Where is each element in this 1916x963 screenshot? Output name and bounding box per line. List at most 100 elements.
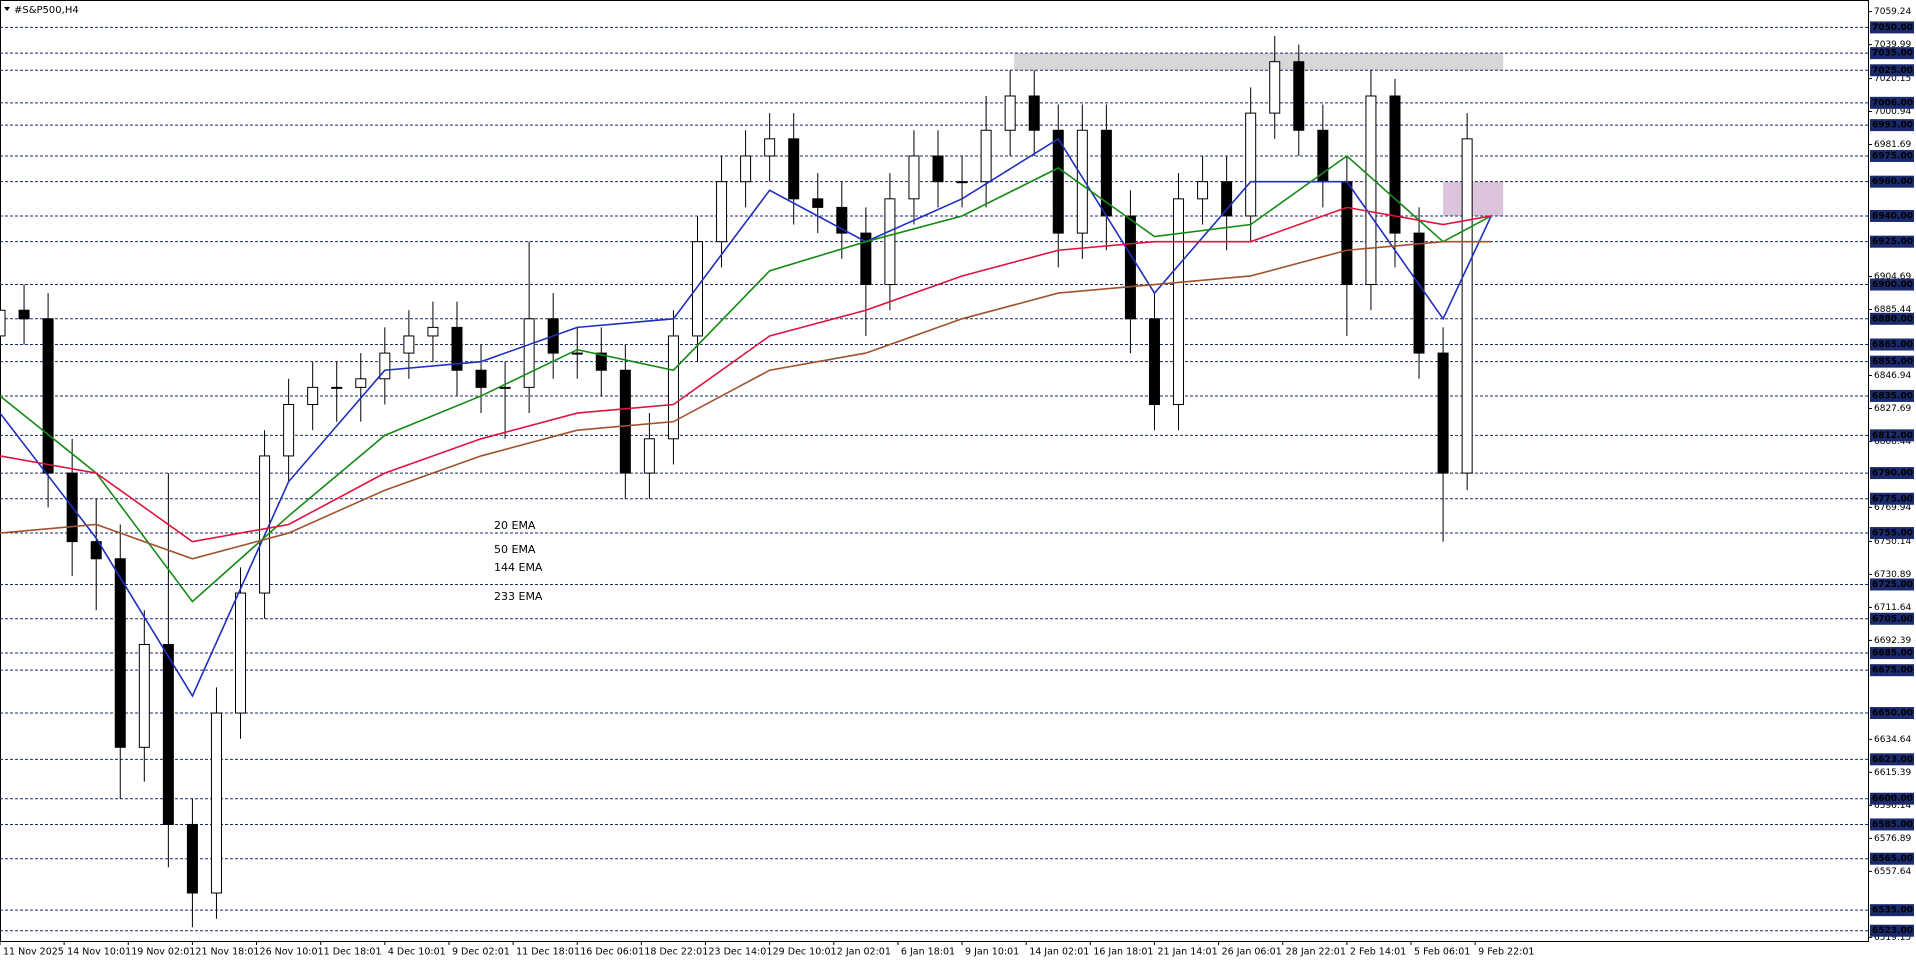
zone (1443, 181, 1504, 216)
level-label: 6835.00 (1872, 391, 1913, 401)
level-label: 6600.00 (1872, 794, 1913, 804)
x-tick-label: 18 Dec 22:01 (644, 947, 708, 958)
level-label: 7025.00 (1872, 66, 1913, 76)
candle-body (18, 309, 30, 320)
candle-body (980, 129, 992, 183)
x-tick-label: 29 Dec 10:01 (773, 947, 837, 958)
level-label-box (1870, 578, 1914, 591)
candle-body (523, 318, 535, 388)
candle-body (427, 326, 439, 337)
candle-body (499, 386, 511, 389)
candle-body (1365, 95, 1377, 286)
candle-body (643, 438, 655, 474)
candle-body (1197, 181, 1209, 200)
ema-line (0, 206, 1492, 543)
candle-body (1461, 138, 1473, 474)
x-tick-label: 23 Dec 14:01 (709, 947, 773, 958)
candle-body (138, 643, 150, 748)
level-label-box (1870, 527, 1914, 540)
y-tick-label: 6750.14 (1874, 537, 1911, 547)
y-tick-label: 6769.94 (1874, 503, 1911, 513)
y-tick-label: 6827.69 (1874, 404, 1911, 414)
level-label: 6960.00 (1872, 177, 1913, 187)
candle-body (162, 643, 174, 825)
y-tick-label: 6615.39 (1874, 768, 1911, 778)
candle-body (764, 138, 776, 157)
x-tick-label: 21 Nov 18:01 (195, 947, 259, 958)
level-label-box (1870, 355, 1914, 368)
x-tick-label: 11 Nov 2025 (3, 947, 64, 958)
x-tick-label: 26 Nov 10:01 (260, 947, 324, 958)
y-tick-label: 7020.15 (1874, 74, 1911, 84)
level-label: 6940.00 (1872, 211, 1913, 221)
ema-line (0, 154, 1492, 603)
x-tick-label: 9 Feb 22:01 (1478, 947, 1534, 958)
candle-body (1221, 181, 1233, 217)
level-label-box (1870, 64, 1914, 77)
y-tick-label: 7039.99 (1874, 40, 1911, 50)
candle-body (331, 386, 343, 389)
candle-body (210, 712, 222, 894)
level-label: 6685.00 (1872, 649, 1913, 659)
ema-line (0, 137, 1492, 698)
candle-body (716, 181, 728, 243)
x-tick-label: 2 Feb 14:01 (1350, 947, 1406, 958)
y-tick-label: 6634.64 (1874, 735, 1911, 745)
candle-body (571, 352, 583, 355)
candle-body (235, 592, 247, 714)
candle-body (1245, 112, 1257, 217)
legend-label: 20 EMA (494, 519, 536, 532)
level-label-box (1870, 235, 1914, 248)
level-label: 7050.00 (1872, 23, 1913, 33)
level-label: 6865.00 (1872, 340, 1913, 350)
y-tick-label: 6846.94 (1874, 371, 1911, 381)
candle-body (1341, 181, 1353, 286)
candle-body (860, 232, 872, 286)
candle-body (1269, 61, 1281, 114)
level-label-box (1870, 467, 1914, 480)
candle-body (740, 155, 752, 183)
level-label-box (1870, 175, 1914, 188)
level-label-box (1870, 647, 1914, 660)
candle-body (403, 335, 415, 354)
level-label-box (1870, 612, 1914, 625)
y-tick-label: 6519.15 (1874, 933, 1911, 943)
y-tick-label: 6557.64 (1874, 867, 1911, 877)
level-label-box (1870, 209, 1914, 222)
level-label: 6675.00 (1872, 666, 1913, 676)
x-tick-label: 5 Feb 06:01 (1414, 947, 1470, 958)
x-tick-label: 4 Dec 10:01 (388, 947, 446, 958)
level-label-box (1870, 21, 1914, 34)
level-label: 6975.00 (1872, 151, 1913, 161)
menu-arrow[interactable] (4, 7, 10, 11)
level-label-box (1870, 149, 1914, 162)
level-label: 6565.00 (1872, 854, 1913, 864)
y-tick-label: 7000.94 (1874, 107, 1911, 117)
level-label: 6775.00 (1872, 494, 1913, 504)
candle-body (1389, 95, 1401, 234)
level-label-box (1870, 904, 1914, 917)
x-tick-label: 16 Jan 18:01 (1093, 947, 1153, 958)
candle-body (932, 155, 944, 183)
x-tick-label: 14 Jan 02:01 (1029, 947, 1089, 958)
candle-body (956, 181, 968, 184)
level-label: 6855.00 (1872, 357, 1913, 367)
level-label: 6790.00 (1872, 469, 1913, 479)
x-tick-label: 1 Dec 18:01 (324, 947, 382, 958)
candle-body (1293, 61, 1305, 131)
level-label-box (1870, 924, 1914, 937)
x-tick-label: 14 Nov 10:01 (67, 947, 131, 958)
candle-body (451, 326, 463, 371)
candle-body (1148, 318, 1160, 406)
y-tick-label: 6730.89 (1874, 570, 1911, 580)
x-tick-label: 2 Jan 02:01 (837, 947, 891, 958)
y-tick-label: 6808.44 (1874, 437, 1911, 447)
candle-body (788, 138, 800, 200)
x-tick-label: 11 Dec 18:01 (516, 947, 580, 958)
level-label: 7006.00 (1872, 98, 1913, 108)
level-label: 6925.00 (1872, 237, 1913, 247)
candle-body (812, 198, 824, 208)
candle-body (1124, 215, 1136, 320)
